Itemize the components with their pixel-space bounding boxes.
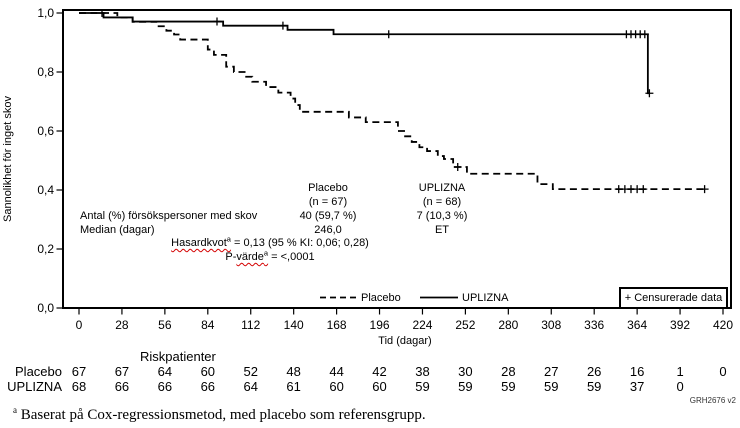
uplizna-censor-marks (98, 9, 654, 98)
plot-border (62, 9, 732, 309)
p-value-line: P-värdea = <,0001 (85, 248, 455, 264)
risk-table-title: Riskpatienter (140, 349, 216, 364)
x-axis-title: Tid (dagar) (378, 335, 432, 347)
risk-row-label-uplizna: UPLIZNA (7, 379, 62, 394)
p-value-word: värdea (236, 248, 269, 263)
footnote-text: Baserat på Cox-regressionsmetod, med pla… (17, 407, 426, 423)
censored-data-label: + Censurerade data (624, 292, 723, 304)
stats-value-relapses-uplizna: 7 (10,3 %) (416, 210, 468, 222)
stats-col-header-placebo: Placebo (308, 182, 348, 194)
hazard-ratio-line: Hasardkvota = 0,13 (95 % KI: 0,06; 0,28) (85, 234, 455, 250)
y-axis-title: Sannolikhet för inget skov (2, 96, 14, 222)
stats-col-n-placebo: (n = 67) (308, 196, 348, 208)
stats-value-relapses-placebo: 40 (59,7 %) (299, 210, 357, 222)
stats-row-label-median: Median (dagar) (80, 224, 155, 236)
placebo-censor-marks (453, 162, 709, 194)
footnote: a Baserat på Cox-regressionsmetod, med p… (13, 401, 426, 424)
stats-value-median-uplizna: ET (434, 224, 450, 236)
placebo-survival-curve (79, 12, 707, 191)
stats-value-median-placebo: 246,0 (314, 224, 342, 236)
censored-data-box: + Censurerade data (619, 287, 728, 309)
stats-col-n-uplizna: (n = 68) (422, 196, 462, 208)
risk-row-label-placebo: Placebo (15, 364, 62, 379)
hazard-ratio-word: Hasardkvota (171, 234, 231, 249)
hazard-ratio-value: = 0,13 (95 % KI: 0,06; 0,28) (230, 237, 369, 249)
figure-id-watermark: GRH2676 v2 (689, 396, 736, 405)
legend-label-placebo: Placebo (361, 292, 401, 304)
stats-row-label-relapses: Antal (%) försökspersoner med skov (80, 210, 258, 222)
p-value-prefix: P- (225, 251, 237, 263)
p-value-value: = <,0001 (268, 251, 315, 263)
legend-label-uplizna: UPLIZNA (462, 292, 509, 304)
footnote-superscript: a (13, 405, 17, 415)
stats-col-header-uplizna: UPLIZNA (418, 182, 466, 194)
uplizna-survival-curve (79, 12, 650, 95)
